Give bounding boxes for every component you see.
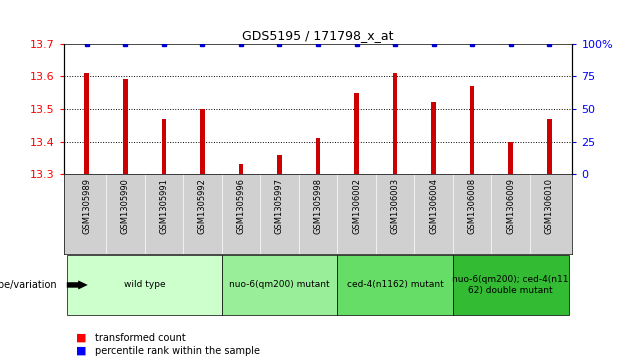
Text: GSM1306004: GSM1306004 bbox=[429, 178, 438, 234]
Bar bbox=[85, 73, 89, 174]
Text: wild type: wild type bbox=[124, 281, 165, 289]
Text: ced-4(n1162) mutant: ced-4(n1162) mutant bbox=[347, 281, 443, 289]
Text: GSM1306009: GSM1306009 bbox=[506, 178, 515, 234]
Bar bbox=[162, 119, 166, 174]
Bar bbox=[315, 138, 321, 174]
Bar bbox=[393, 73, 398, 174]
Bar bbox=[123, 79, 128, 174]
Text: ■: ■ bbox=[76, 346, 87, 356]
Text: GSM1306002: GSM1306002 bbox=[352, 178, 361, 234]
Text: GSM1305991: GSM1305991 bbox=[160, 178, 169, 234]
Bar bbox=[508, 142, 513, 174]
Bar bbox=[354, 93, 359, 174]
Bar bbox=[547, 119, 551, 174]
Text: GSM1305989: GSM1305989 bbox=[82, 178, 91, 234]
Bar bbox=[277, 155, 282, 174]
Bar bbox=[431, 102, 436, 174]
Bar bbox=[337, 255, 453, 315]
Text: GSM1306003: GSM1306003 bbox=[391, 178, 399, 234]
Text: genotype/variation: genotype/variation bbox=[0, 280, 57, 290]
Bar bbox=[238, 164, 243, 174]
Text: GSM1305992: GSM1305992 bbox=[198, 178, 207, 234]
Text: GSM1305990: GSM1305990 bbox=[121, 178, 130, 234]
Text: nuo-6(qm200) mutant: nuo-6(qm200) mutant bbox=[229, 281, 330, 289]
Text: ■: ■ bbox=[76, 333, 87, 343]
Bar bbox=[453, 255, 569, 315]
Bar bbox=[67, 255, 221, 315]
Text: percentile rank within the sample: percentile rank within the sample bbox=[95, 346, 260, 356]
Title: GDS5195 / 171798_x_at: GDS5195 / 171798_x_at bbox=[242, 29, 394, 42]
Text: transformed count: transformed count bbox=[95, 333, 186, 343]
Text: GSM1305996: GSM1305996 bbox=[237, 178, 245, 234]
Bar bbox=[221, 255, 337, 315]
Bar bbox=[470, 86, 474, 174]
Text: GSM1306010: GSM1306010 bbox=[545, 178, 554, 234]
Text: GSM1305998: GSM1305998 bbox=[314, 178, 322, 234]
Text: GSM1305997: GSM1305997 bbox=[275, 178, 284, 234]
Text: nuo-6(qm200); ced-4(n11
62) double mutant: nuo-6(qm200); ced-4(n11 62) double mutan… bbox=[452, 275, 569, 295]
Bar bbox=[200, 109, 205, 174]
Text: GSM1306008: GSM1306008 bbox=[467, 178, 476, 234]
